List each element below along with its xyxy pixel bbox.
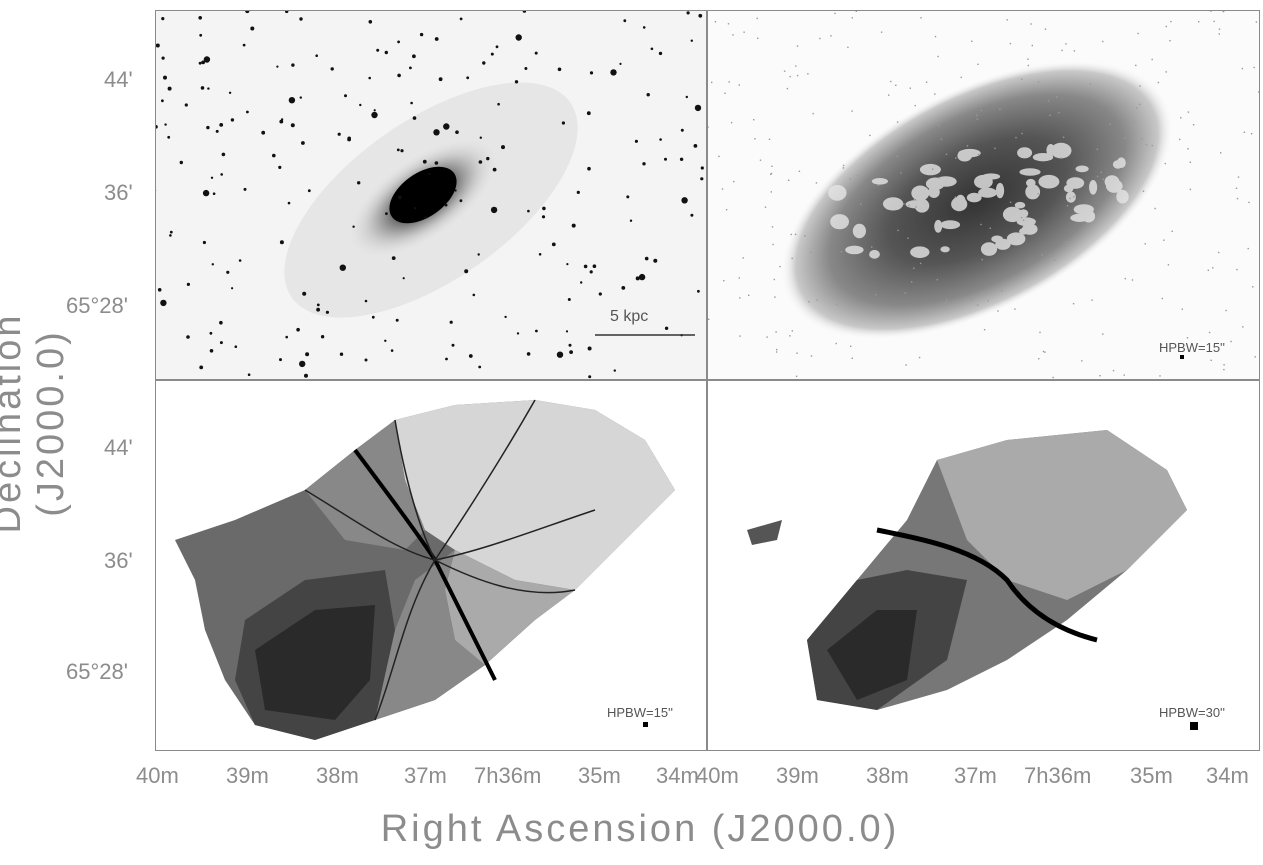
x-tick-left-34: 34m [656,763,699,788]
y-tick-36-top: 36' [104,180,133,205]
beam-label-bottom-left: HPBW=15'' [607,705,674,720]
velocity-field-30 [707,380,1259,750]
optical-image [155,10,707,380]
beam-marker [1180,355,1184,359]
y-tick-28-bottom: 65°28' [66,659,128,684]
y-tick-28-top: 65°28' [66,293,128,318]
x-tick-left-35: 35m [578,763,621,788]
velocity-field-30-panel: HPBW=30'' [707,380,1259,750]
beam-label-top-right: HPBW=15'' [1159,340,1226,355]
x-axis-label: Right Ascension (J2000.0) [380,808,900,850]
x-tick-right-38: 38m [866,763,909,788]
velocity-field-15-panel: HPBW=15'' [155,380,707,750]
x-tick-left-37: 37m [404,763,447,788]
hi-intensity-image [707,10,1259,380]
y-tick-36-bottom: 36' [104,548,133,573]
x-tick-right-35: 35m [1130,763,1173,788]
x-tick-left-40: 40m [136,763,179,788]
optical-image-panel: 5 kpc [155,10,707,380]
x-tick-right-37: 37m [954,763,997,788]
beam-marker [1190,722,1198,730]
x-tick-left-36: 7h36m [474,763,542,788]
y-axis-label: Declination (J2000.0) [0,312,72,534]
x-tick-left-38: 38m [316,763,359,788]
beam-label-bottom-right: HPBW=30'' [1159,705,1226,720]
x-tick-right-40: 40m [696,763,739,788]
velocity-field-15 [155,380,707,750]
hi-intensity-panel: HPBW=15'' [707,10,1259,380]
y-tick-44-bottom: 44' [104,435,133,460]
x-tick-right-34: 34m [1206,763,1249,788]
scale-bar-label: 5 kpc [610,308,649,325]
x-tick-right-36: 7h36m [1024,763,1092,788]
y-tick-44-top: 44' [104,67,133,92]
beam-marker [643,722,648,727]
x-tick-right-39: 39m [776,763,819,788]
x-tick-left-39: 39m [226,763,269,788]
